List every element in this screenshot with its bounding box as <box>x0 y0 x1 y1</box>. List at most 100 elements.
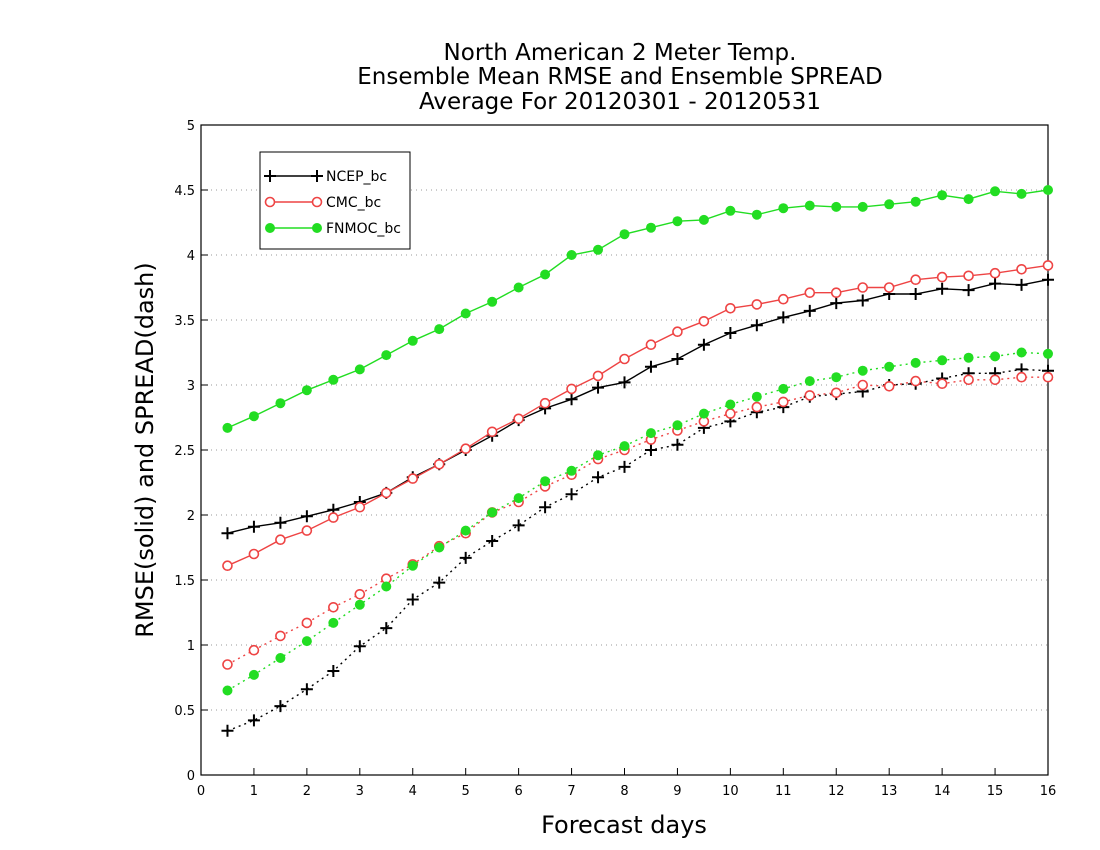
legend-marker-ncep-bc <box>264 170 276 182</box>
fnmoc-bc-spread-point <box>275 653 286 663</box>
ncep-bc-rmse-point <box>777 311 790 324</box>
fnmoc-bc-rmse-point <box>884 199 895 210</box>
ncep-bc-spread-point <box>644 444 657 456</box>
cmc-bc-spread-point <box>963 374 974 386</box>
ncep-bc-rmse-point <box>221 527 234 540</box>
fnmoc-bc-rmse-series <box>222 185 1053 433</box>
fnmoc-bc-rmse-point <box>434 324 445 335</box>
fnmoc-bc-rmse-point <box>725 205 736 216</box>
y-tick-label: 1 <box>187 639 195 654</box>
fnmoc-bc-spread-point <box>407 560 418 571</box>
fnmoc-bc-rmse-point <box>698 214 709 225</box>
fnmoc-bc-rmse-point <box>275 398 286 409</box>
x-tick-label: 14 <box>934 784 951 799</box>
fnmoc-bc-spread-point <box>910 357 921 368</box>
y-tick-label: 4 <box>187 249 195 264</box>
cmc-bc-spread-point <box>1016 371 1027 383</box>
cmc-bc-rmse-point <box>857 282 869 293</box>
ncep-bc-rmse-point <box>909 288 922 300</box>
ncep-bc-spread-point <box>486 535 499 547</box>
ncep-bc-rmse-point <box>856 294 869 307</box>
series-group <box>221 185 1054 737</box>
ncep-bc-rmse-point <box>803 304 816 317</box>
cmc-bc-rmse-point <box>883 282 895 293</box>
fnmoc-bc-spread-point <box>645 428 656 439</box>
ncep-bc-spread-point <box>353 640 366 653</box>
cmc-bc-rmse-point <box>698 315 710 327</box>
ncep-bc-rmse-point <box>1042 273 1054 286</box>
y-tick-label: 1.5 <box>174 574 195 589</box>
x-tick-label: 7 <box>567 784 575 799</box>
x-tick-label: 2 <box>303 784 311 799</box>
fnmoc-bc-spread-point <box>672 420 683 431</box>
ncep-bc-rmse-point <box>300 510 313 523</box>
ncep-bc-spread-point <box>539 501 552 514</box>
grid <box>201 189 1048 711</box>
x-tick-label: 5 <box>462 784 470 799</box>
y-tick-label: 0 <box>187 769 195 784</box>
cmc-bc-rmse-point <box>778 293 789 305</box>
cmc-bc-spread-point <box>910 375 921 387</box>
cmc-bc-spread-point <box>1042 371 1054 383</box>
x-tick-label: 4 <box>409 784 417 799</box>
fnmoc-bc-spread-point <box>593 450 604 461</box>
cmc-bc-rmse-point <box>486 426 498 438</box>
fnmoc-bc-spread-point <box>513 493 524 504</box>
cmc-bc-rmse-point <box>725 302 736 314</box>
cmc-bc-rmse-point <box>328 512 339 523</box>
legend-label-cmc-bc: CMC_bc <box>326 195 381 211</box>
fnmoc-bc-rmse-point <box>831 201 842 212</box>
fnmoc-bc-rmse-point <box>381 350 392 361</box>
fnmoc-bc-rmse-point <box>645 222 656 233</box>
ncep-bc-rmse-point <box>618 376 631 389</box>
x-tick-label: 0 <box>197 784 205 799</box>
y-tick-label: 4.5 <box>174 184 195 199</box>
fnmoc-bc-rmse-point <box>487 296 498 307</box>
fnmoc-bc-spread-point <box>619 441 630 452</box>
fnmoc-bc-rmse-point <box>593 244 604 255</box>
axis-ticks: 00.511.522.533.544.550 1 2 3 4 5 6 7 8 9 10 11 12 13 1… <box>174 119 1056 799</box>
cmc-bc-spread-point <box>222 659 233 670</box>
cmc-bc-rmse-point <box>1042 260 1054 271</box>
ncep-bc-spread-point <box>247 714 260 727</box>
cmc-bc-rmse-series <box>222 260 1054 572</box>
fnmoc-bc-rmse-point <box>540 269 551 280</box>
fnmoc-bc-rmse-point <box>1043 185 1053 195</box>
fnmoc-bc-spread-point <box>460 525 471 536</box>
ncep-bc-rmse-line <box>227 279 1049 534</box>
fnmoc-bc-spread-point <box>831 372 842 383</box>
ncep-bc-rmse-point <box>750 319 763 332</box>
ncep-bc-spread-point <box>300 683 313 696</box>
legend-box <box>259 151 411 250</box>
chart-title: North American 2 Meter Temp. <box>444 40 797 66</box>
cmc-bc-spread-series <box>222 371 1054 670</box>
fnmoc-bc-spread-line <box>227 351 1049 692</box>
fnmoc-bc-spread-point <box>301 636 312 647</box>
fnmoc-bc-spread-point <box>566 465 577 476</box>
cmc-bc-rmse-point <box>645 339 657 351</box>
fnmoc-bc-spread-point <box>222 685 233 696</box>
fnmoc-bc-rmse-point <box>354 364 365 375</box>
cmc-bc-rmse-point <box>301 525 313 536</box>
ncep-bc-spread-point <box>671 438 684 451</box>
fnmoc-bc-spread-point <box>751 391 762 402</box>
cmc-bc-rmse-point <box>539 397 551 409</box>
ncep-bc-rmse-point <box>1015 278 1028 291</box>
cmc-bc-rmse-point <box>963 270 974 282</box>
fnmoc-bc-spread-point <box>778 383 789 394</box>
ncep-bc-spread-point <box>274 700 287 713</box>
y-tick-label: 2.5 <box>174 444 195 459</box>
cmc-bc-spread-point <box>354 588 366 600</box>
x-axis-label: Forecast days <box>541 811 707 839</box>
ncep-bc-spread-line <box>227 368 1049 732</box>
y-tick-label: 3 <box>187 379 195 394</box>
x-tick-label: 12 <box>828 784 845 799</box>
cmc-bc-rmse-point <box>275 534 286 546</box>
legend-label-fnmoc-bc: FNMOC_bc <box>326 221 401 237</box>
x-tick-label: 15 <box>987 784 1004 799</box>
fnmoc-bc-rmse-point <box>857 201 868 212</box>
x-tick-label: 1 <box>250 784 258 799</box>
ncep-bc-rmse-point <box>274 516 287 529</box>
fnmoc-bc-spread-point <box>1016 347 1027 358</box>
y-tick-label: 3.5 <box>174 314 195 329</box>
